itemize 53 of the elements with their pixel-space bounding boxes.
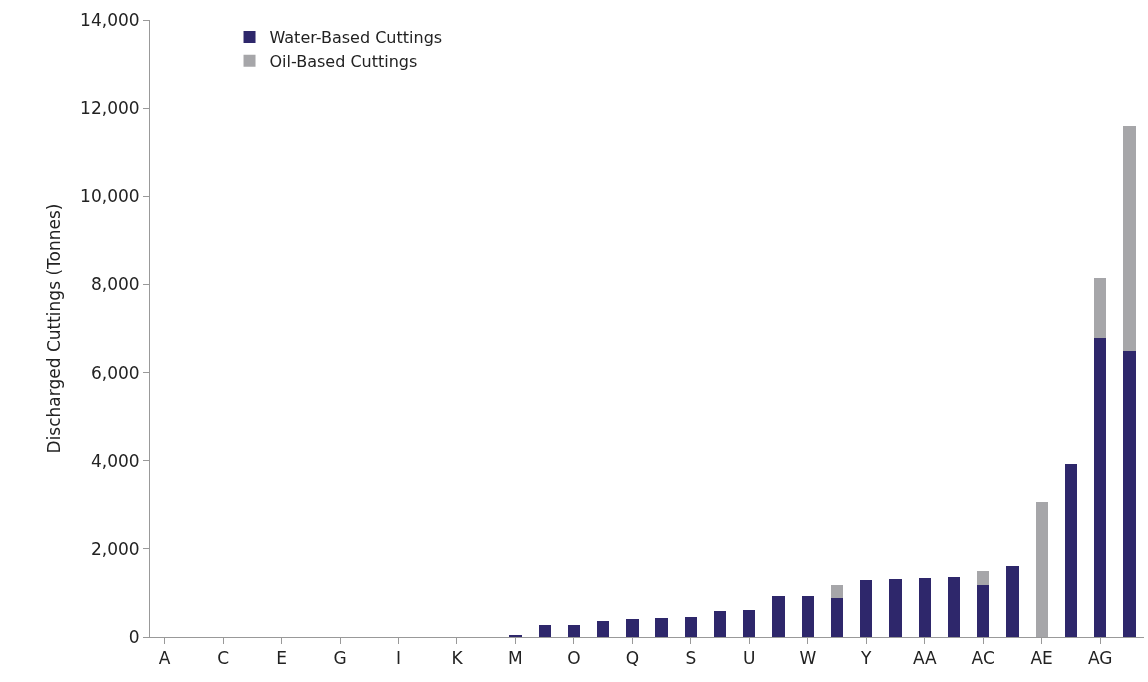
bar: [1006, 566, 1019, 637]
legend-label: Oil-Based Cuttings: [269, 51, 418, 71]
x-tick-label: M: [508, 648, 523, 669]
bar: [538, 625, 551, 637]
y-axis-title: Discharged Cuttings (Tonnes): [43, 203, 64, 454]
bar: [1123, 350, 1136, 637]
bar: [830, 584, 844, 598]
bar: [947, 576, 961, 637]
x-tick-label: C: [217, 648, 230, 669]
y-tick-label: 6,000: [90, 362, 140, 383]
bar: [977, 571, 990, 586]
bar: [889, 578, 902, 637]
x-tick-label: U: [743, 648, 756, 669]
y-tick-label: 4,000: [90, 450, 140, 471]
x-tick-label: O: [567, 648, 581, 669]
x-tick-label: A: [158, 648, 171, 669]
bar: [977, 585, 990, 637]
bar: [1123, 126, 1136, 351]
bar: [801, 596, 814, 637]
bar: [772, 596, 785, 637]
bar: [1064, 464, 1078, 637]
legend-label: Water-Based Cuttings: [269, 28, 443, 48]
bar: [1035, 501, 1048, 637]
y-tick-label: 0: [128, 626, 140, 647]
x-tick-label: S: [685, 648, 697, 669]
bar: [713, 610, 727, 637]
bar: [1094, 277, 1107, 339]
x-tick-label: AC: [971, 648, 995, 669]
x-tick-label: K: [451, 648, 464, 669]
x-tick-label: AG: [1087, 648, 1113, 669]
x-tick-label: AA: [912, 648, 937, 669]
bar: [655, 617, 668, 637]
x-tick-label: E: [276, 648, 287, 669]
bar: [918, 577, 931, 637]
y-tick-label: 12,000: [80, 98, 140, 119]
bar: [743, 610, 756, 637]
y-tick-label: 2,000: [90, 538, 140, 559]
bar: [830, 597, 844, 637]
x-tick-label: W: [799, 648, 817, 669]
x-tick-label: G: [333, 648, 347, 669]
y-tick-label: 8,000: [90, 274, 140, 295]
bar: [860, 579, 873, 637]
y-tick-label: 10,000: [80, 186, 140, 207]
bar: [626, 618, 639, 637]
x-tick-label: AE: [1030, 648, 1053, 669]
bar: [684, 617, 697, 637]
bar: [1094, 338, 1107, 637]
y-tick-label: 14,000: [80, 9, 140, 30]
bar: [567, 624, 581, 637]
x-tick-label: Y: [860, 648, 873, 669]
bar: [597, 621, 610, 637]
x-tick-label: I: [395, 648, 402, 669]
x-tick-label: Q: [625, 648, 640, 669]
